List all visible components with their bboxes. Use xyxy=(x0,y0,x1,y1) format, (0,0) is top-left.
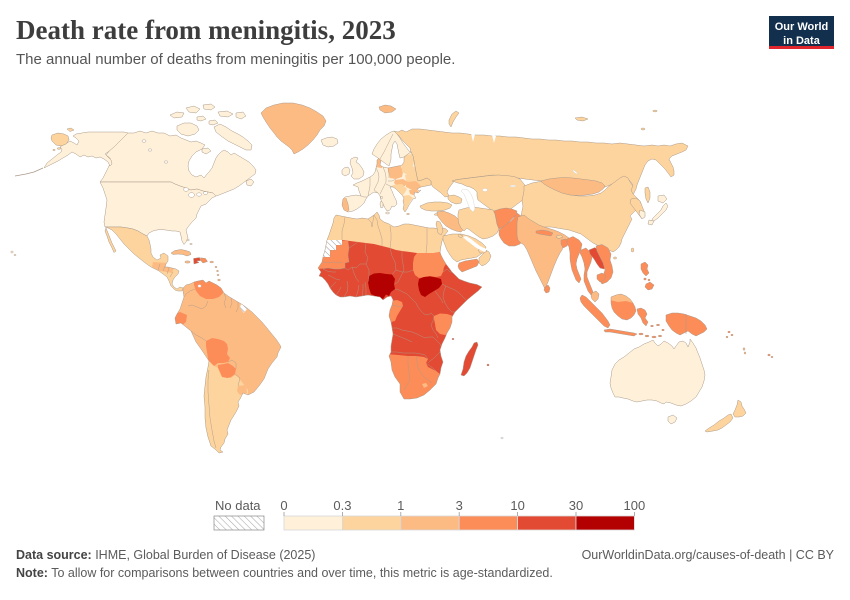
svg-text:3: 3 xyxy=(456,498,463,513)
svg-text:0.3: 0.3 xyxy=(333,498,351,513)
svg-text:1: 1 xyxy=(397,498,404,513)
svg-text:100: 100 xyxy=(624,498,646,513)
svg-text:10: 10 xyxy=(510,498,524,513)
svg-text:0: 0 xyxy=(280,498,287,513)
svg-text:30: 30 xyxy=(569,498,583,513)
